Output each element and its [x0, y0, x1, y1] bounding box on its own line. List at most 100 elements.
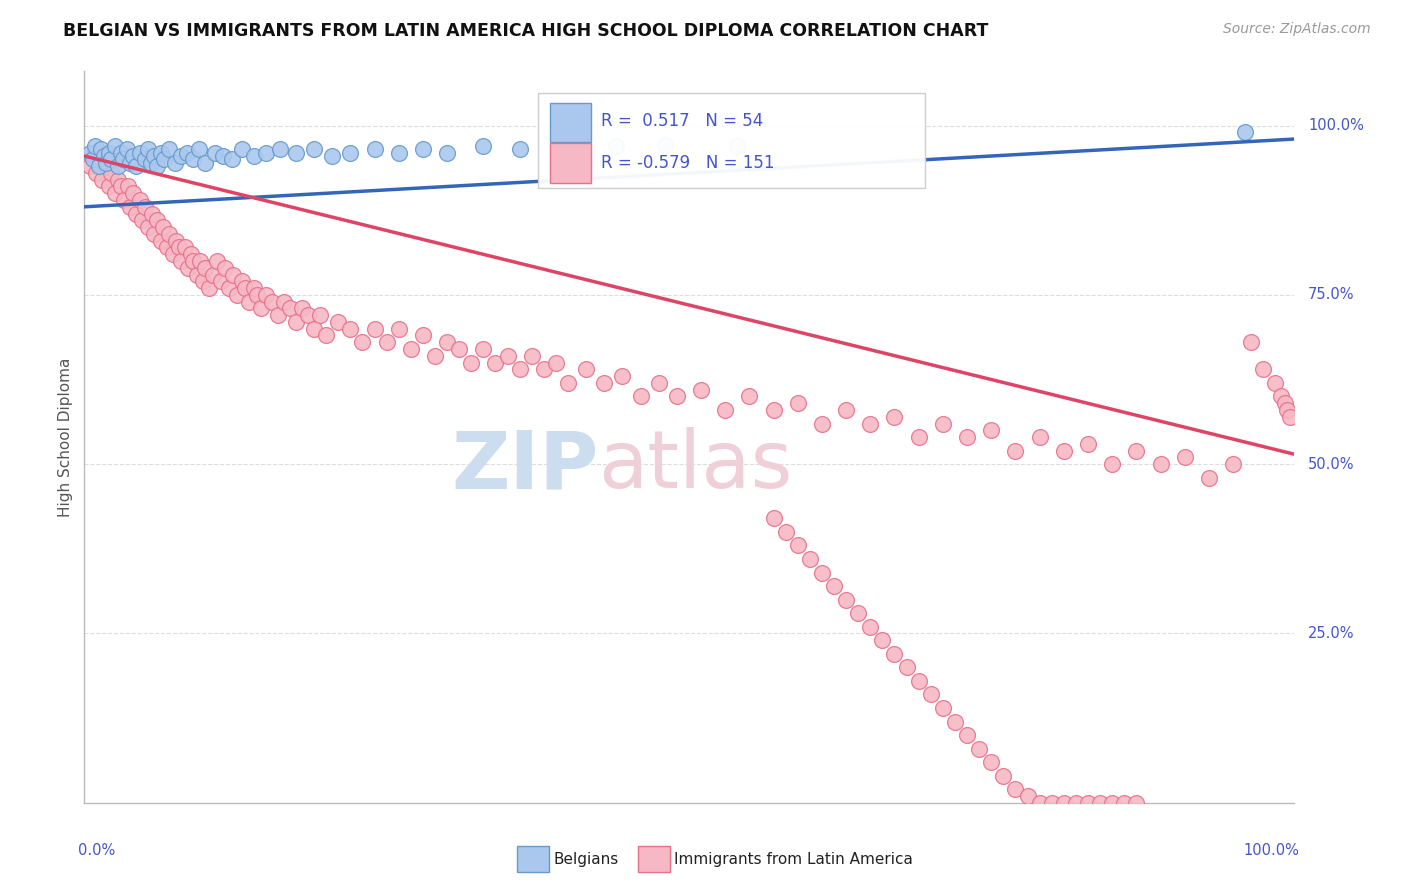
Point [115, 142, 138, 156]
Point [134, 200, 156, 214]
Point [436, 145, 458, 160]
Point [181, 254, 204, 268]
Point [181, 153, 204, 167]
Point [250, 301, 273, 316]
Point [297, 308, 319, 322]
Point [278, 301, 301, 316]
Point [575, 362, 598, 376]
Text: Belgians: Belgians [554, 852, 619, 867]
Point [204, 145, 226, 160]
Point [920, 688, 942, 702]
Point [725, 139, 748, 153]
Point [339, 145, 361, 160]
Point [79, 159, 101, 173]
Point [238, 294, 260, 309]
Point [162, 247, 184, 261]
Point [225, 288, 247, 302]
Point [1064, 796, 1087, 810]
FancyBboxPatch shape [550, 143, 591, 183]
Point [231, 142, 253, 156]
Point [165, 234, 187, 248]
Point [943, 714, 966, 729]
Point [138, 142, 160, 156]
Point [121, 149, 143, 163]
Point [1274, 396, 1296, 410]
Point [153, 153, 176, 167]
Point [859, 620, 882, 634]
Point [269, 142, 291, 156]
Point [97, 145, 120, 160]
Point [138, 220, 160, 235]
Point [520, 349, 543, 363]
Point [1053, 796, 1076, 810]
Point [242, 149, 264, 163]
Point [1088, 796, 1111, 810]
Point [218, 281, 240, 295]
Point [139, 156, 162, 170]
Point [173, 240, 195, 254]
Point [460, 355, 482, 369]
Point [207, 254, 229, 268]
Point [209, 274, 232, 288]
Point [1017, 789, 1039, 803]
Point [125, 159, 148, 173]
Point [84, 139, 107, 153]
Point [762, 403, 785, 417]
Point [177, 260, 200, 275]
FancyBboxPatch shape [538, 94, 925, 188]
Point [89, 153, 111, 167]
Point [980, 423, 1002, 437]
Point [388, 145, 411, 160]
Point [131, 213, 153, 227]
Point [630, 389, 652, 403]
Point [1053, 443, 1076, 458]
Point [165, 156, 187, 170]
Point [786, 396, 808, 410]
Point [1278, 409, 1301, 424]
Text: BELGIAN VS IMMIGRANTS FROM LATIN AMERICA HIGH SCHOOL DIPLOMA CORRELATION CHART: BELGIAN VS IMMIGRANTS FROM LATIN AMERICA… [63, 22, 988, 40]
Point [907, 673, 929, 688]
Point [799, 552, 821, 566]
Point [170, 149, 193, 163]
Text: 100.0%: 100.0% [1308, 118, 1364, 133]
Point [1028, 796, 1050, 810]
Point [155, 240, 177, 254]
Point [143, 227, 166, 241]
Point [104, 139, 127, 153]
Point [423, 349, 446, 363]
Point [190, 254, 212, 268]
Point [883, 409, 905, 424]
Point [412, 328, 434, 343]
Point [222, 268, 245, 282]
Point [1149, 457, 1171, 471]
Point [509, 362, 531, 376]
Point [284, 315, 308, 329]
Point [1277, 403, 1299, 417]
Point [1174, 450, 1197, 465]
Point [254, 288, 277, 302]
Point [1198, 471, 1220, 485]
Point [1114, 796, 1136, 810]
Point [112, 153, 135, 167]
Point [141, 206, 163, 220]
Point [557, 376, 579, 390]
Point [823, 579, 845, 593]
Point [149, 234, 172, 248]
Point [180, 247, 202, 261]
Point [363, 322, 385, 336]
Point [93, 149, 115, 163]
Point [86, 166, 108, 180]
Point [302, 322, 325, 336]
Point [254, 145, 277, 160]
Point [242, 281, 264, 295]
Point [544, 355, 567, 369]
Point [690, 383, 713, 397]
Point [388, 322, 411, 336]
Text: atlas: atlas [599, 427, 793, 506]
Point [129, 193, 152, 207]
Point [896, 660, 918, 674]
Point [170, 254, 193, 268]
Point [104, 186, 127, 201]
Point [201, 268, 224, 282]
Point [835, 592, 858, 607]
